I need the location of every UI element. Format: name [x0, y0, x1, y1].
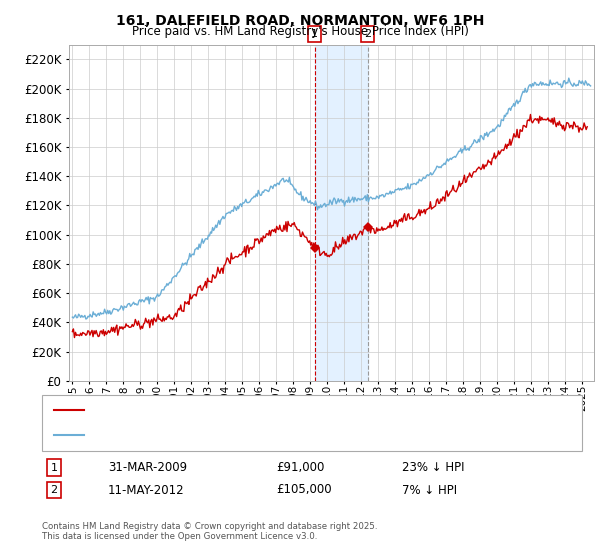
Text: Contains HM Land Registry data © Crown copyright and database right 2025.
This d: Contains HM Land Registry data © Crown c… [42, 522, 377, 542]
Text: 31-MAR-2009: 31-MAR-2009 [108, 461, 187, 474]
Text: 2: 2 [364, 29, 371, 39]
Text: 161, DALEFIELD ROAD, NORMANTON, WF6 1PH: 161, DALEFIELD ROAD, NORMANTON, WF6 1PH [116, 14, 484, 28]
Text: 1: 1 [311, 29, 318, 39]
Text: 161, DALEFIELD ROAD, NORMANTON, WF6 1PH (semi-detached house): 161, DALEFIELD ROAD, NORMANTON, WF6 1PH … [90, 405, 459, 416]
Text: 1: 1 [50, 463, 58, 473]
Text: Price paid vs. HM Land Registry's House Price Index (HPI): Price paid vs. HM Land Registry's House … [131, 25, 469, 38]
Text: 2: 2 [50, 485, 58, 495]
Text: £91,000: £91,000 [276, 461, 325, 474]
Bar [314, 45, 368, 381]
Text: HPI: Average price, semi-detached house, Wakefield: HPI: Average price, semi-detached house,… [90, 430, 362, 440]
Text: 7% ↓ HPI: 7% ↓ HPI [402, 483, 457, 497]
Text: 23% ↓ HPI: 23% ↓ HPI [402, 461, 464, 474]
Text: £105,000: £105,000 [276, 483, 332, 497]
Text: 11-MAY-2012: 11-MAY-2012 [108, 483, 185, 497]
